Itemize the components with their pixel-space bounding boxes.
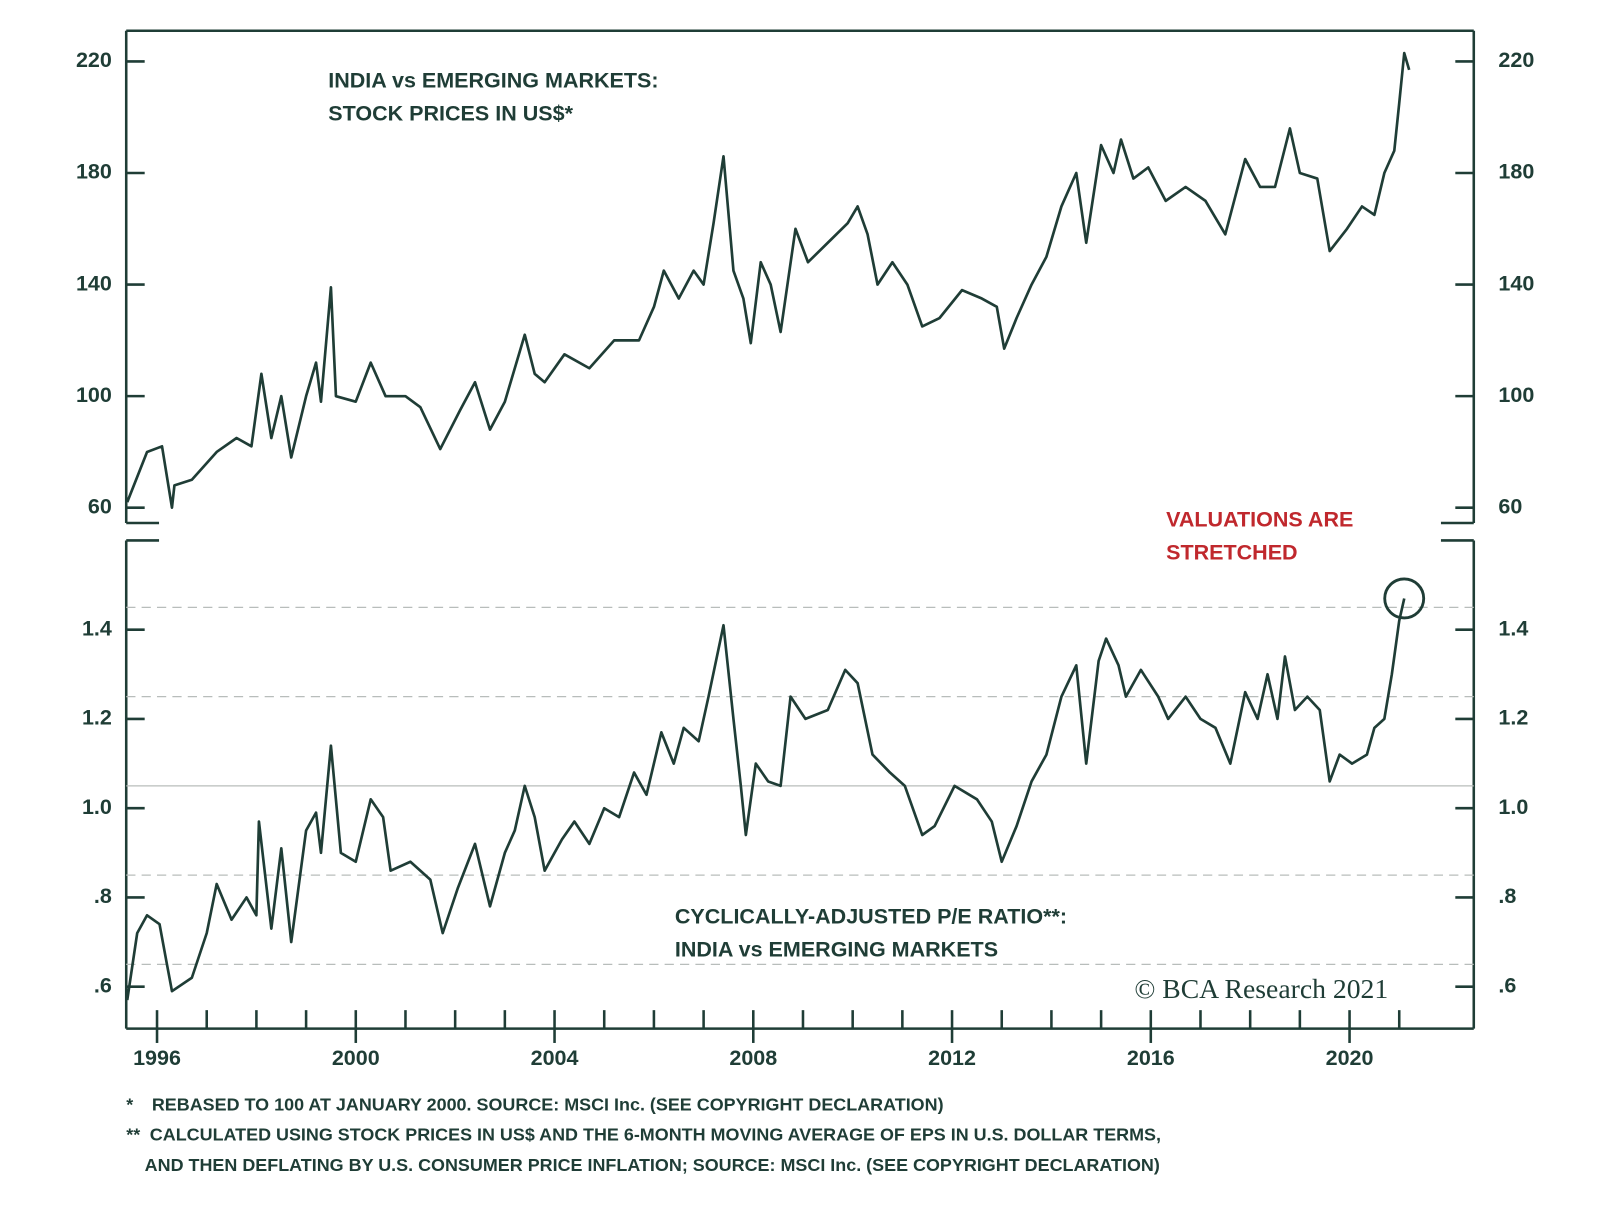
x-tick-label: 2016 — [1127, 1046, 1175, 1070]
y-tick-label: 1.0 — [82, 795, 112, 819]
y-tick-label: 220 — [1498, 48, 1534, 72]
y-tick-label: 60 — [1498, 494, 1522, 518]
annotation: VALUATIONS ARE — [1166, 508, 1353, 532]
series-line — [126, 51, 1411, 509]
annotation: STRETCHED — [1166, 540, 1298, 564]
y-tick-label: 1.0 — [1498, 795, 1528, 819]
chart-title: INDIA vs EMERGING MARKETS: — [328, 69, 658, 93]
footnote: REBASED TO 100 AT JANUARY 2000. SOURCE: … — [152, 1094, 944, 1114]
footnote: CALCULATED USING STOCK PRICES IN US$ AND… — [150, 1125, 1161, 1145]
y-tick-label: .6 — [94, 973, 112, 997]
y-tick-label: 1.4 — [1498, 616, 1528, 640]
footnote-marker: ** — [126, 1125, 140, 1145]
chart-title: STOCK PRICES IN US$* — [328, 102, 573, 126]
copyright: © BCA Research 2021 — [1134, 973, 1388, 1004]
x-tick-label: 2000 — [332, 1046, 380, 1070]
footnote-marker: * — [126, 1094, 133, 1114]
y-tick-label: .6 — [1498, 973, 1516, 997]
footnote: AND THEN DEFLATING BY U.S. CONSUMER PRIC… — [145, 1155, 1160, 1175]
y-tick-label: 100 — [76, 383, 112, 407]
highlight-circle — [1383, 577, 1426, 620]
x-tick-label: 2012 — [928, 1046, 976, 1070]
x-tick-label: 2004 — [531, 1046, 579, 1070]
x-tick-label: 2020 — [1326, 1046, 1374, 1070]
y-tick-label: 180 — [76, 160, 112, 184]
chart-title: INDIA vs EMERGING MARKETS — [675, 937, 998, 961]
y-tick-label: 220 — [76, 48, 112, 72]
y-tick-label: 140 — [1498, 271, 1534, 295]
y-tick-label: .8 — [94, 884, 112, 908]
y-tick-label: 140 — [76, 271, 112, 295]
y-tick-label: 1.4 — [82, 616, 112, 640]
y-tick-label: 1.2 — [82, 706, 112, 730]
series-line — [125, 598, 1406, 1001]
y-tick-label: 100 — [1498, 383, 1534, 407]
x-tick-label: 1996 — [133, 1046, 181, 1070]
y-tick-label: 60 — [88, 494, 112, 518]
x-tick-label: 2008 — [729, 1046, 777, 1070]
y-tick-label: 1.2 — [1498, 706, 1528, 730]
y-tick-label: 180 — [1498, 160, 1534, 184]
y-tick-label: .8 — [1498, 884, 1516, 908]
chart-title: CYCLICALLY-ADJUSTED P/E RATIO**: — [675, 905, 1067, 929]
